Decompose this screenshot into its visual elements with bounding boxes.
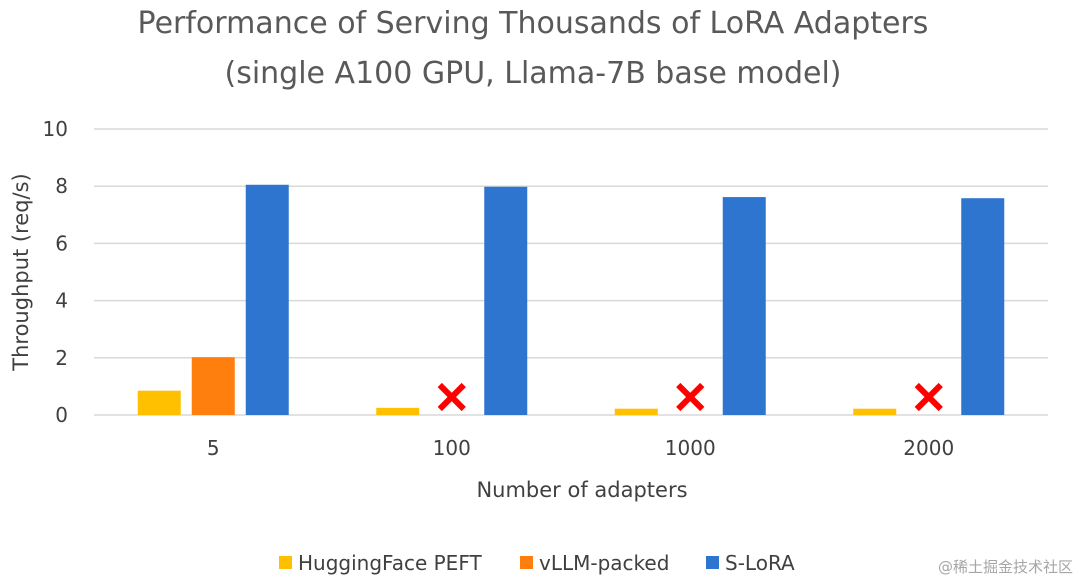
bars <box>137 184 1005 415</box>
legend-label: HuggingFace PEFT <box>298 551 482 575</box>
bar-huggingface-peft-100 <box>376 407 420 415</box>
x-mark-icon <box>914 382 943 412</box>
chart-title: Performance of Serving Thousands of LoRA… <box>138 6 929 41</box>
x-tick-label: 2000 <box>903 436 954 460</box>
bar-vllm-packed-5 <box>191 357 235 415</box>
bar-s-lora-100 <box>484 186 528 415</box>
gridlines <box>94 128 1048 416</box>
bar-s-lora-5 <box>245 184 289 415</box>
chart-subtitle: (single A100 GPU, Llama-7B base model) <box>225 56 842 91</box>
legend-swatch <box>279 556 292 569</box>
x-tick-label: 5 <box>207 436 220 460</box>
legend-label: S-LoRA <box>725 551 795 575</box>
x-axis-label: Number of adapters <box>476 478 687 502</box>
x-tick-labels: 5 100 1000 2000 <box>207 436 954 460</box>
legend-label: vLLM-packed <box>539 551 669 575</box>
x-mark-icon <box>676 382 705 412</box>
bar-s-lora-1000 <box>722 197 766 415</box>
bar-s-lora-2000 <box>961 198 1005 415</box>
x-tick-label: 100 <box>433 436 471 460</box>
y-tick-label: 0 <box>55 403 68 427</box>
y-tick-label: 6 <box>55 231 68 255</box>
y-tick-label: 2 <box>55 346 68 370</box>
bar-huggingface-peft-5 <box>137 390 181 415</box>
y-axis-label: Throughput (req/s) <box>9 173 33 371</box>
bar-huggingface-peft-2000 <box>853 408 897 415</box>
y-tick-labels: 0 2 4 6 8 10 <box>43 117 68 427</box>
legend: HuggingFace PEFT vLLM-packed S-LoRA <box>279 551 795 575</box>
bar-huggingface-peft-1000 <box>614 408 658 415</box>
y-tick-label: 10 <box>43 117 68 141</box>
missing-data-marks <box>437 382 943 412</box>
legend-swatch <box>706 556 719 569</box>
y-tick-label: 8 <box>55 174 68 198</box>
watermark: @稀土掘金技术社区 <box>938 558 1073 576</box>
x-mark-icon <box>437 382 466 412</box>
x-tick-label: 1000 <box>665 436 716 460</box>
y-tick-label: 4 <box>55 289 68 313</box>
legend-swatch <box>520 556 533 569</box>
